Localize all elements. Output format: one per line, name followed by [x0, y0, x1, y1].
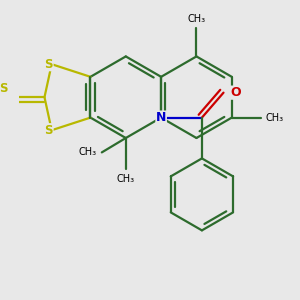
Text: CH₃: CH₃ — [79, 147, 97, 158]
Text: N: N — [156, 111, 166, 124]
Text: CH₃: CH₃ — [117, 174, 135, 184]
Text: S: S — [45, 58, 53, 71]
Text: S: S — [45, 124, 53, 137]
Text: S: S — [0, 82, 8, 95]
Text: CH₃: CH₃ — [188, 14, 206, 24]
Text: O: O — [231, 86, 241, 99]
Text: CH₃: CH₃ — [266, 112, 284, 123]
